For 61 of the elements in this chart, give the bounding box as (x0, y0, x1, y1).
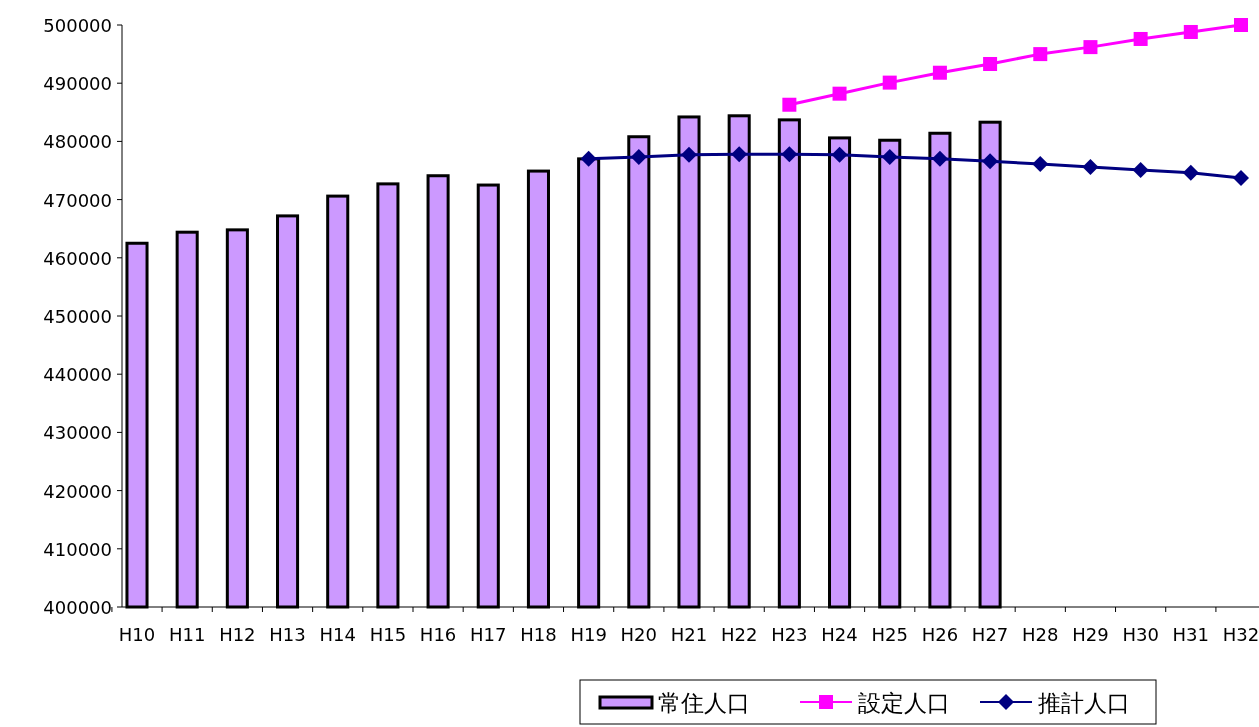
point (1082, 159, 1099, 176)
point (1033, 47, 1048, 62)
point (1234, 18, 1248, 32)
x-tick-label: H21 (670, 624, 708, 645)
point (580, 150, 597, 167)
legend-label: 設定人口 (858, 690, 950, 716)
y-tick-label: 500000 (43, 15, 112, 36)
x-tick-label: H32 (1222, 624, 1259, 645)
point (881, 149, 898, 166)
point (1182, 164, 1199, 181)
x-tick-label: H23 (771, 624, 808, 645)
x-tick-label: H27 (971, 624, 1009, 645)
point (1083, 40, 1098, 55)
x-tick-label: H25 (871, 624, 908, 645)
point (1233, 170, 1249, 187)
y-tick-label: 440000 (43, 364, 112, 386)
point (1133, 31, 1148, 46)
x-tick-label: H26 (921, 624, 959, 645)
point (1183, 24, 1198, 39)
point (1132, 161, 1149, 178)
x-tick-label: H10 (118, 624, 156, 645)
point (630, 149, 647, 166)
x-tick-label: H18 (520, 624, 557, 645)
y-tick-label: 480000 (43, 131, 112, 153)
legend-label: 常住人口 (658, 690, 750, 716)
point (882, 75, 897, 90)
y-tick-label: 400000 (43, 597, 112, 618)
x-tick-label: H30 (1122, 624, 1159, 645)
x-tick-label: H16 (419, 624, 457, 645)
point (982, 153, 999, 170)
y-tick-label: 430000 (43, 422, 112, 444)
x-tick-label: H19 (570, 624, 607, 645)
x-tick-label: H29 (1072, 624, 1109, 645)
y-tick-label: 420000 (43, 480, 112, 502)
x-tick-label: H31 (1172, 624, 1210, 645)
x-tick-label: H13 (269, 624, 306, 645)
point (831, 146, 848, 163)
legend-label: 推計人口 (1038, 690, 1130, 716)
y-tick-label: 490000 (43, 73, 112, 95)
x-tick-label: H14 (319, 624, 356, 645)
x-tick-label: H17 (470, 624, 507, 645)
point (932, 65, 947, 80)
point (983, 56, 998, 71)
point (781, 146, 798, 163)
x-tick-label: H11 (168, 624, 206, 645)
x-tick-label: H15 (369, 624, 407, 645)
x-tick-label: H28 (1022, 624, 1059, 645)
point (731, 146, 748, 163)
y-tick-label: 460000 (43, 247, 112, 269)
point (681, 146, 697, 163)
point (782, 97, 797, 112)
y-tick-label: 470000 (43, 189, 112, 211)
y-tick-label: 450000 (43, 306, 112, 327)
point (931, 150, 948, 167)
x-tick-label: H20 (620, 624, 658, 645)
x-tick-label: H12 (219, 624, 256, 645)
y-tick-label: 410000 (43, 538, 112, 560)
x-tick-label: H24 (821, 624, 858, 645)
point (1032, 156, 1049, 173)
point (832, 86, 847, 101)
x-tick-label: H22 (720, 624, 758, 645)
